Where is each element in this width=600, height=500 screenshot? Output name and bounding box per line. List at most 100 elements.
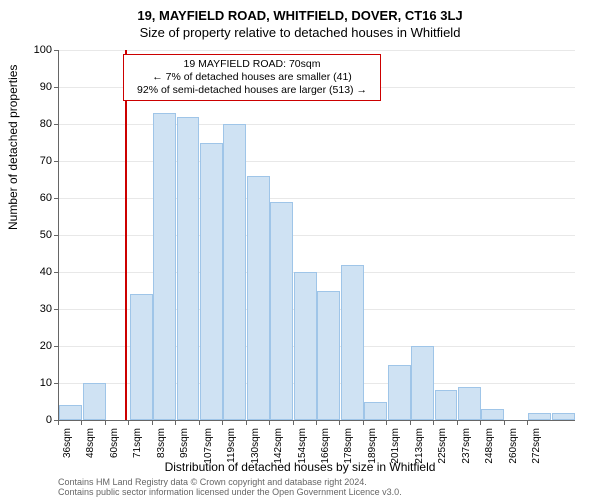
histogram-bar (270, 202, 293, 420)
ytick-mark (54, 383, 59, 384)
xtick-label: 60sqm (109, 428, 120, 458)
histogram-bar (223, 124, 246, 420)
xtick-label: 213sqm (414, 428, 425, 464)
xtick-mark (527, 420, 528, 425)
xtick-mark (504, 420, 505, 425)
xtick-label: 272sqm (531, 428, 542, 464)
ytick-label: 50 (0, 229, 52, 241)
histogram-bar (130, 294, 153, 420)
xtick-mark (81, 420, 82, 425)
ytick-mark (54, 198, 59, 199)
xtick-label: 189sqm (367, 428, 378, 464)
histogram-bar (153, 113, 176, 420)
xtick-mark (433, 420, 434, 425)
xtick-label: 119sqm (226, 428, 237, 463)
ytick-mark (54, 124, 59, 125)
ytick-label: 100 (0, 44, 52, 56)
xtick-mark (339, 420, 340, 425)
histogram-bar (435, 390, 458, 420)
histogram-bar (364, 402, 387, 421)
xtick-label: 248sqm (484, 428, 495, 464)
xtick-label: 260sqm (508, 428, 519, 464)
histogram-bar (552, 413, 575, 420)
annotation-line: 92% of semi-detached houses are larger (… (130, 84, 374, 97)
xtick-mark (222, 420, 223, 425)
footer-attribution: Contains HM Land Registry data © Crown c… (58, 478, 402, 498)
gridline (59, 50, 575, 51)
ytick-mark (54, 161, 59, 162)
ytick-mark (54, 87, 59, 88)
annotation-box: 19 MAYFIELD ROAD: 70sqm← 7% of detached … (123, 54, 381, 101)
gridline (59, 272, 575, 273)
chart-container: 19, MAYFIELD ROAD, WHITFIELD, DOVER, CT1… (0, 0, 600, 500)
gridline (59, 198, 575, 199)
xtick-label: 130sqm (250, 428, 261, 464)
ytick-mark (54, 235, 59, 236)
xtick-label: 107sqm (203, 428, 214, 464)
ytick-mark (54, 272, 59, 273)
ytick-label: 60 (0, 192, 52, 204)
histogram-bar (481, 409, 504, 420)
annotation-line: 19 MAYFIELD ROAD: 70sqm (130, 58, 374, 71)
footer-line-2: Contains public sector information licen… (58, 488, 402, 498)
ytick-label: 20 (0, 340, 52, 352)
xtick-label: 201sqm (390, 428, 401, 464)
ytick-mark (54, 346, 59, 347)
plot-area: 19 MAYFIELD ROAD: 70sqm← 7% of detached … (58, 50, 575, 421)
histogram-bar (411, 346, 434, 420)
xtick-label: 71sqm (132, 428, 143, 458)
xtick-mark (152, 420, 153, 425)
histogram-bar (317, 291, 340, 421)
xtick-mark (269, 420, 270, 425)
histogram-bar (388, 365, 411, 421)
ytick-mark (54, 309, 59, 310)
histogram-bar (458, 387, 481, 420)
histogram-bar (83, 383, 106, 420)
xtick-mark (363, 420, 364, 425)
ytick-label: 10 (0, 377, 52, 389)
histogram-bar (528, 413, 551, 420)
xtick-label: 178sqm (343, 428, 354, 464)
gridline (59, 235, 575, 236)
xtick-label: 225sqm (437, 428, 448, 464)
histogram-bar (294, 272, 317, 420)
gridline (59, 124, 575, 125)
xtick-mark (105, 420, 106, 425)
xtick-label: 142sqm (273, 428, 284, 464)
ytick-label: 80 (0, 118, 52, 130)
histogram-bar (200, 143, 223, 421)
xtick-mark (410, 420, 411, 425)
ytick-label: 30 (0, 303, 52, 315)
xtick-label: 237sqm (461, 428, 472, 464)
gridline (59, 161, 575, 162)
xtick-mark (175, 420, 176, 425)
page-subtitle: Size of property relative to detached ho… (0, 23, 600, 44)
ytick-label: 90 (0, 81, 52, 93)
xtick-mark (128, 420, 129, 425)
xtick-label: 83sqm (156, 428, 167, 458)
xtick-mark (293, 420, 294, 425)
xtick-label: 166sqm (320, 428, 331, 464)
histogram-bar (247, 176, 270, 420)
xtick-label: 36sqm (62, 428, 73, 458)
xtick-mark (199, 420, 200, 425)
ytick-mark (54, 50, 59, 51)
ytick-label: 70 (0, 155, 52, 167)
xtick-label: 154sqm (297, 428, 308, 464)
ytick-label: 40 (0, 266, 52, 278)
xtick-mark (316, 420, 317, 425)
ytick-label: 0 (0, 414, 52, 426)
histogram-bar (341, 265, 364, 420)
xtick-mark (457, 420, 458, 425)
xtick-label: 95sqm (179, 428, 190, 458)
histogram-bar (177, 117, 200, 420)
xtick-mark (246, 420, 247, 425)
histogram-bar (59, 405, 82, 420)
xtick-mark (480, 420, 481, 425)
xtick-mark (386, 420, 387, 425)
xtick-label: 48sqm (85, 428, 96, 458)
annotation-line: ← 7% of detached houses are smaller (41) (130, 71, 374, 84)
reference-line (125, 50, 127, 420)
page-title: 19, MAYFIELD ROAD, WHITFIELD, DOVER, CT1… (0, 0, 600, 23)
xtick-mark (58, 420, 59, 425)
